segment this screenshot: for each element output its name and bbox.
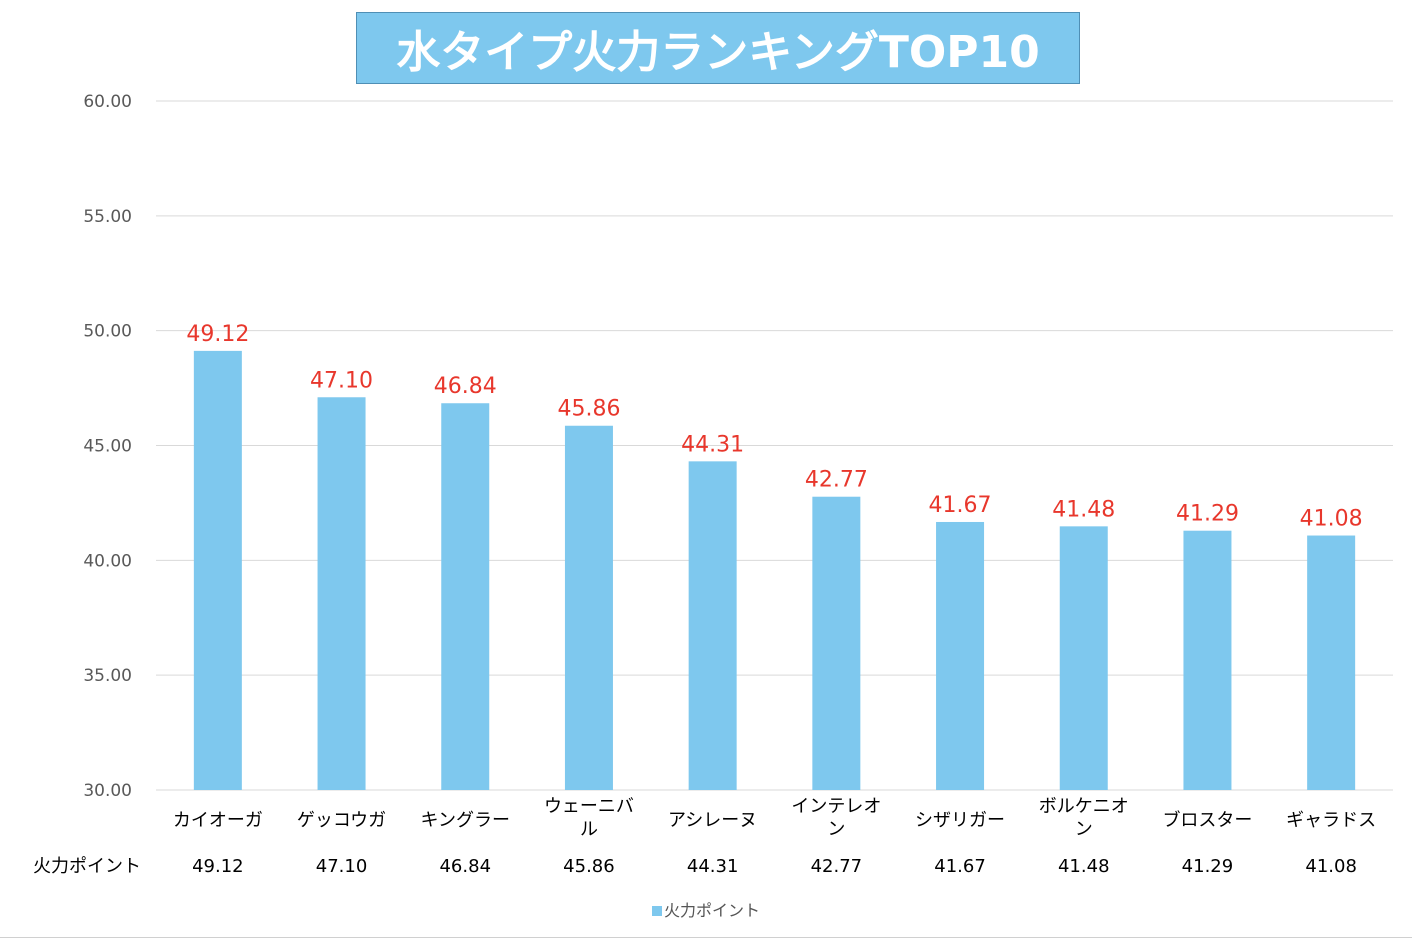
chart-title: 水タイプ火力ランキングTOP10 [396, 27, 1040, 78]
data-label: 42.77 [805, 468, 868, 493]
y-tick-label: 35.00 [83, 666, 132, 686]
y-tick-label: 45.00 [83, 437, 132, 457]
bar [1307, 535, 1356, 790]
data-table-cell: 47.10 [316, 856, 368, 877]
x-category-label: ボルケニオン [1039, 796, 1129, 840]
x-category-label: ギャラドス [1286, 810, 1376, 831]
bar [1059, 526, 1108, 790]
x-category-label: ゲッコウガ [297, 810, 386, 831]
x-category-label: キングラー [421, 810, 510, 831]
bar [441, 403, 490, 790]
data-table-row-label: 火力ポイント [33, 856, 141, 877]
y-tick-label: 30.00 [83, 781, 132, 801]
bar [936, 521, 985, 790]
bar [1183, 530, 1232, 790]
data-table-cell: 41.29 [1182, 856, 1234, 877]
x-category-label: アシレーヌ [668, 810, 757, 831]
data-table-cell: 41.48 [1058, 856, 1110, 877]
bar [193, 350, 242, 790]
chart-title-box: 水タイプ火力ランキングTOP10 [356, 12, 1080, 84]
data-table-cell: 41.67 [934, 856, 986, 877]
y-tick-label: 60.00 [83, 92, 132, 112]
chart-legend: 火力ポイント [0, 897, 1412, 921]
x-category-label: インテレオン [791, 796, 881, 840]
x-category-label: ウェーニバル [544, 796, 634, 840]
data-table-cell: 46.84 [439, 856, 491, 877]
data-table-cell: 44.31 [687, 856, 739, 877]
data-table-cell: 49.12 [192, 856, 244, 877]
bottom-divider [0, 937, 1412, 938]
legend-swatch [651, 906, 662, 916]
y-tick-label: 55.00 [83, 207, 132, 227]
data-label: 41.29 [1176, 502, 1239, 527]
bar [317, 397, 366, 790]
data-label: 49.12 [186, 322, 249, 347]
data-label: 41.48 [1052, 497, 1115, 522]
data-label: 47.10 [310, 368, 373, 393]
x-category-label: カイオーガ [173, 810, 263, 831]
data-label: 41.08 [1300, 507, 1363, 532]
data-label: 44.31 [681, 432, 744, 457]
bar [812, 496, 861, 790]
bar [564, 425, 613, 790]
data-label: 45.86 [557, 397, 620, 422]
x-category-label: シザリガー [915, 810, 1005, 831]
data-table-cell: 41.08 [1305, 856, 1357, 877]
x-category-label: ブロスター [1162, 809, 1252, 831]
bar [688, 461, 737, 790]
y-tick-label: 40.00 [83, 551, 132, 571]
legend-label: 火力ポイント [663, 901, 760, 920]
data-table-cell: 45.86 [563, 856, 615, 877]
data-label: 41.67 [929, 493, 992, 518]
y-tick-label: 50.00 [83, 322, 132, 342]
data-table-cell: 42.77 [811, 856, 863, 877]
data-label: 46.84 [434, 374, 497, 399]
